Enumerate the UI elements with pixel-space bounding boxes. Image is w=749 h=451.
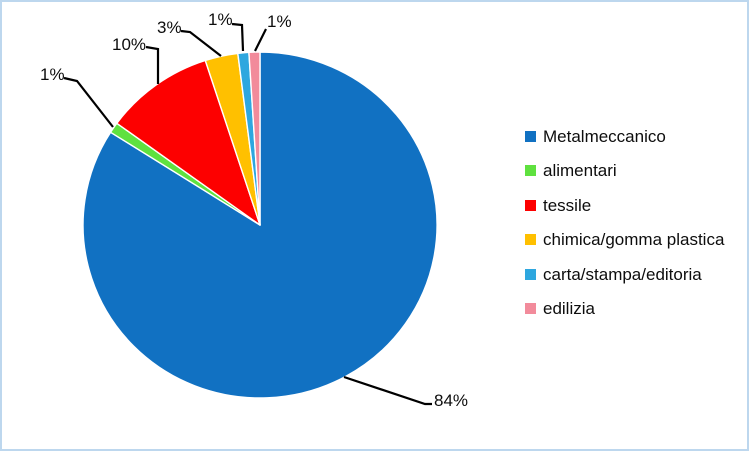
legend-swatch-carta	[525, 268, 536, 280]
legend-swatch-chimica	[525, 234, 536, 245]
legend-item-metalmeccanico: Metalmeccanico	[525, 125, 724, 147]
legend-label-chimica: chimica/gomma plastica	[543, 230, 725, 249]
legend: Metalmeccanico alimentari tessile chimic…	[525, 125, 724, 332]
slice-label-edilizia: 1%	[267, 12, 292, 31]
leader-line-carta	[231, 22, 245, 52]
legend-label-metalmeccanico: Metalmeccanico	[543, 126, 666, 146]
leader-line-tessile	[145, 45, 160, 84]
slice-label-metalmeccanico: 84%	[434, 391, 468, 410]
leader-line-chimica	[180, 29, 222, 57]
legend-label-edilizia: edilizia	[543, 299, 595, 318]
legend-item-alimentari: alimentari	[525, 160, 724, 182]
legend-swatch-edilizia	[525, 303, 536, 314]
slice-label-carta: 1%	[208, 10, 233, 29]
leader-line-edilizia	[254, 28, 267, 52]
slice-label-chimica: 3%	[157, 18, 182, 37]
slice-labels: 84% 1% 10% 3% 1% 1%	[40, 10, 468, 410]
leader-lines	[63, 22, 432, 406]
legend-item-chimica: chimica/gomma plastica	[525, 229, 724, 251]
pie-slice-edilizia	[248, 51, 261, 226]
leader-line-alimentari	[63, 76, 114, 128]
legend-swatch-tessile	[525, 199, 536, 211]
slice-label-tessile: 10%	[112, 35, 146, 54]
leader-line-metalmeccanico	[343, 375, 432, 406]
legend-label-alimentari: alimentari	[543, 161, 617, 180]
legend-item-edilizia: edilizia	[525, 298, 724, 320]
legend-label-carta: carta/stampa/editoria	[543, 264, 702, 284]
legend-label-tessile: tessile	[543, 195, 592, 215]
legend-item-tessile: tessile	[525, 194, 724, 216]
legend-item-carta: carta/stampa/editoria	[525, 263, 724, 285]
legend-swatch-alimentari	[525, 165, 536, 176]
slice-label-alimentari: 1%	[40, 65, 65, 84]
legend-swatch-metalmeccanico	[525, 130, 536, 142]
pie-slice-tessile	[116, 59, 261, 226]
pie-slices	[82, 51, 438, 399]
